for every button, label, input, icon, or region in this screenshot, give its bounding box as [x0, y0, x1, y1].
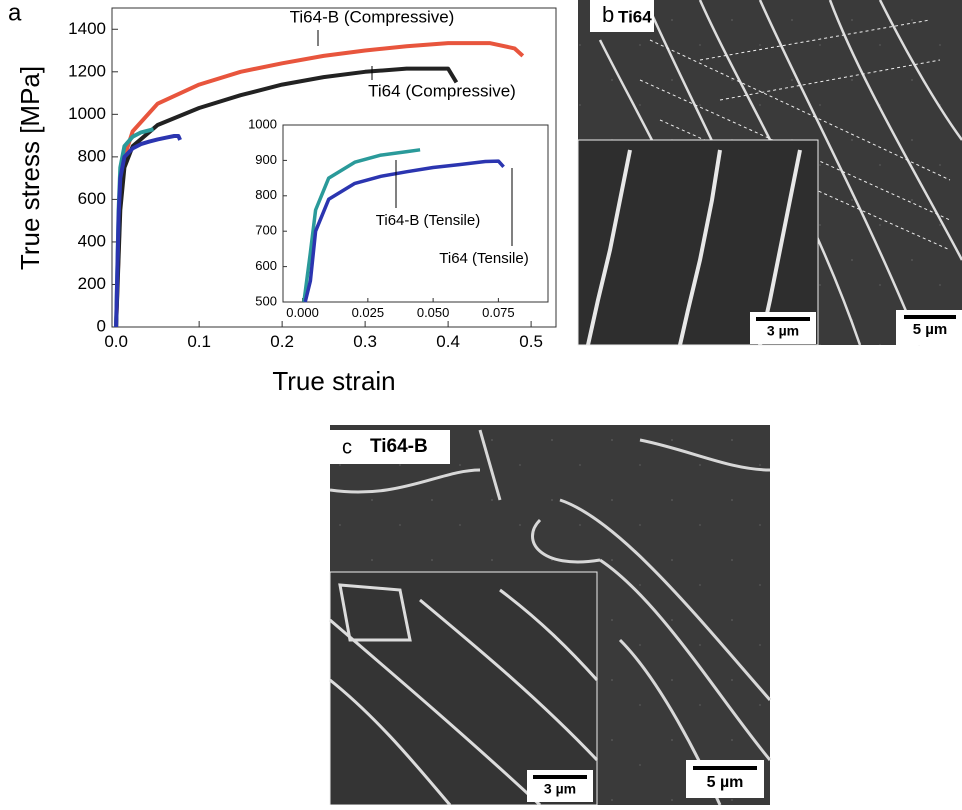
- y-tick-label: 600: [255, 258, 277, 273]
- figure: b Ti64 3 µm 5 µm c Ti64-B 3 µm 5 µm: [0, 0, 962, 805]
- micrograph-title: Ti64-B: [370, 436, 428, 457]
- y-tick-label: 800: [255, 187, 277, 202]
- chart: 0.000 0.025 0.050 0.075 500 600 700 800 900 1000 T…: [248, 116, 548, 320]
- y-tick-label: 800: [78, 146, 106, 165]
- y-tick-label: 200: [78, 274, 106, 293]
- y-tick-label: 400: [78, 231, 106, 250]
- x-tick-label: 0.5: [519, 332, 543, 351]
- panel-label: c: [342, 436, 352, 458]
- panel-label: b: [602, 2, 614, 27]
- y-tick-label: 0: [97, 316, 106, 335]
- x-tick-label: 0.0: [104, 332, 128, 351]
- annotation: Ti64 (Compressive): [368, 81, 516, 100]
- y-tick-label: 1000: [248, 116, 277, 131]
- scale-bar-label: 3 µm: [767, 323, 799, 339]
- x-tick-label: 0.4: [436, 332, 460, 351]
- y-tick-label: 1400: [68, 19, 106, 38]
- x-tick-label: 0.050: [417, 305, 450, 320]
- scale-bar-label: 3 µm: [544, 781, 576, 797]
- x-axis-title: True strain: [272, 366, 395, 396]
- x-tick-label: 0.1: [187, 332, 211, 351]
- x-tick-label: 0.000: [286, 305, 319, 320]
- x-tick-label: 0.075: [482, 305, 515, 320]
- y-axis-title: True stress [MPa]: [15, 66, 45, 270]
- x-tick-label: 0.2: [270, 332, 294, 351]
- micrograph-title: Ti64: [618, 7, 652, 26]
- scale-bar-label: 5 µm: [913, 321, 948, 338]
- page: b Ti64 3 µm 5 µm c Ti64-B 3 µm 5 µm: [0, 0, 962, 805]
- y-tick-label: 900: [255, 152, 277, 167]
- annotation: Ti64-B (Compressive): [290, 7, 455, 26]
- micrograph-b: b Ti64 3 µm 5 µm: [578, 0, 962, 345]
- y-tick-label: 600: [78, 189, 106, 208]
- x-tick-label: 0.3: [353, 332, 377, 351]
- y-tick-label: 700: [255, 223, 277, 238]
- micrograph-c: c Ti64-B 3 µm 5 µm: [330, 425, 770, 805]
- x-tick-label: 0.025: [352, 305, 385, 320]
- scale-bar-label: 5 µm: [707, 774, 744, 791]
- annotation: Ti64-B (Tensile): [376, 212, 480, 229]
- y-tick-label: 500: [255, 293, 277, 308]
- y-tick-label: 1000: [68, 104, 106, 123]
- y-tick-label: 1200: [68, 61, 106, 80]
- panel-label: a: [8, 0, 22, 26]
- annotation: Ti64 (Tensile): [439, 250, 528, 267]
